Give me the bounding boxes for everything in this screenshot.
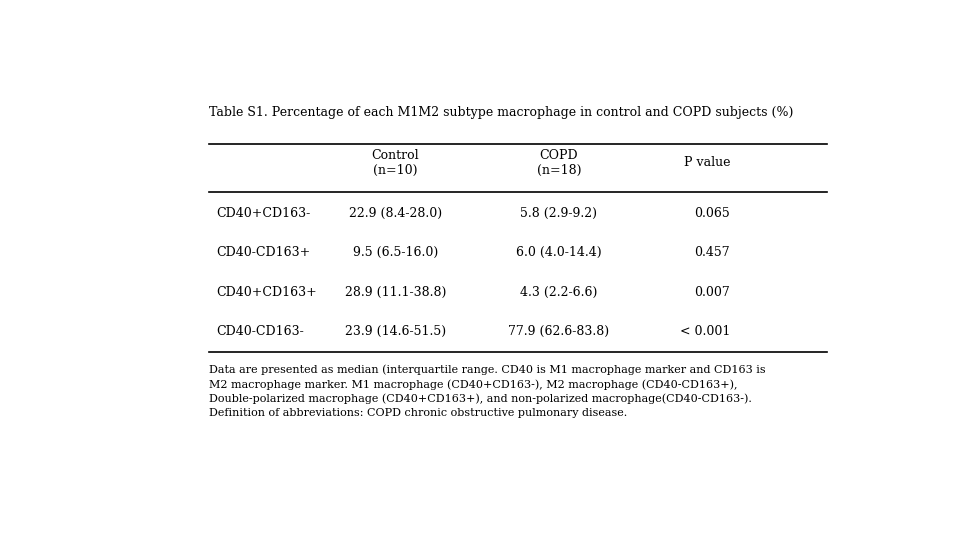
Text: 22.9 (8.4-28.0): 22.9 (8.4-28.0) (348, 207, 442, 220)
Text: 23.9 (14.6-51.5): 23.9 (14.6-51.5) (345, 326, 445, 339)
Text: CD40-CD163-: CD40-CD163- (217, 326, 304, 339)
Text: P value: P value (684, 156, 730, 169)
Text: 4.3 (2.2-6.6): 4.3 (2.2-6.6) (520, 286, 598, 299)
Text: 6.0 (4.0-14.4): 6.0 (4.0-14.4) (516, 246, 602, 259)
Text: 5.8 (2.9-9.2): 5.8 (2.9-9.2) (520, 207, 597, 220)
Text: CD40+CD163+: CD40+CD163+ (217, 286, 318, 299)
Text: Control
(n=10): Control (n=10) (372, 148, 420, 177)
Text: Table S1. Percentage of each M1M2 subtype macrophage in control and COPD subject: Table S1. Percentage of each M1M2 subtyp… (209, 106, 794, 119)
Text: 77.9 (62.6-83.8): 77.9 (62.6-83.8) (509, 326, 610, 339)
Text: 0.457: 0.457 (694, 246, 730, 259)
Text: CD40-CD163+: CD40-CD163+ (217, 246, 311, 259)
Text: < 0.001: < 0.001 (680, 326, 730, 339)
Text: COPD
(n=18): COPD (n=18) (537, 148, 581, 177)
Text: 28.9 (11.1-38.8): 28.9 (11.1-38.8) (345, 286, 446, 299)
Text: Data are presented as median (interquartile range. CD40 is M1 macrophage marker : Data are presented as median (interquart… (209, 364, 766, 418)
Text: CD40+CD163-: CD40+CD163- (217, 207, 311, 220)
Text: 9.5 (6.5-16.0): 9.5 (6.5-16.0) (352, 246, 438, 259)
Text: 0.065: 0.065 (694, 207, 730, 220)
Text: 0.007: 0.007 (694, 286, 730, 299)
